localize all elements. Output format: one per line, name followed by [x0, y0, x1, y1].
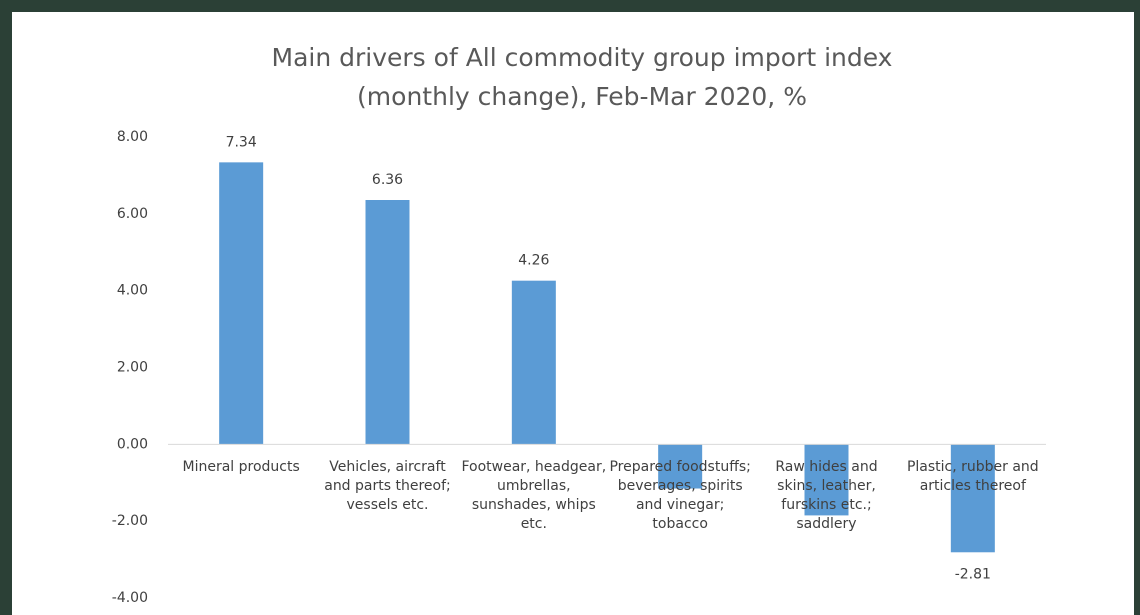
chart-title: Main drivers of All commodity group impo…: [271, 43, 893, 111]
y-tick-label: 0.00: [117, 436, 148, 452]
x-tick-label: Plastic, rubber and articles thereof: [906, 459, 1039, 495]
bar: [950, 444, 995, 553]
y-tick-label: -4.00: [112, 590, 148, 606]
data-label: 7.34: [226, 134, 257, 150]
y-tick-label: 2.00: [117, 360, 148, 376]
bar: [365, 200, 410, 445]
y-tick-label: 4.00: [117, 283, 148, 299]
chart-area: Main drivers of All commodity group impo…: [12, 12, 1134, 615]
x-tick-label: Prepared foodstuffs; beverages, spirits …: [609, 459, 751, 533]
x-tick-label: Vehicles, aircraft and parts thereof; ve…: [324, 459, 451, 514]
x-tick-label: Footwear, headgear, umbrellas, sunshades…: [461, 459, 607, 533]
bar: [511, 280, 556, 445]
y-tick-label: -2.00: [112, 513, 148, 529]
data-label: -2.81: [955, 566, 991, 582]
bar: [219, 162, 264, 445]
data-label: 4.26: [518, 253, 549, 269]
x-tick-label: Raw hides and skins, leather, furskins e…: [775, 459, 878, 533]
bar: [804, 444, 849, 516]
y-tick-label: 6.00: [117, 206, 148, 222]
y-tick-label: 8.00: [117, 129, 148, 145]
x-tick-label: Mineral products: [182, 459, 300, 476]
bar: [658, 444, 703, 489]
data-label: 6.36: [372, 172, 403, 188]
